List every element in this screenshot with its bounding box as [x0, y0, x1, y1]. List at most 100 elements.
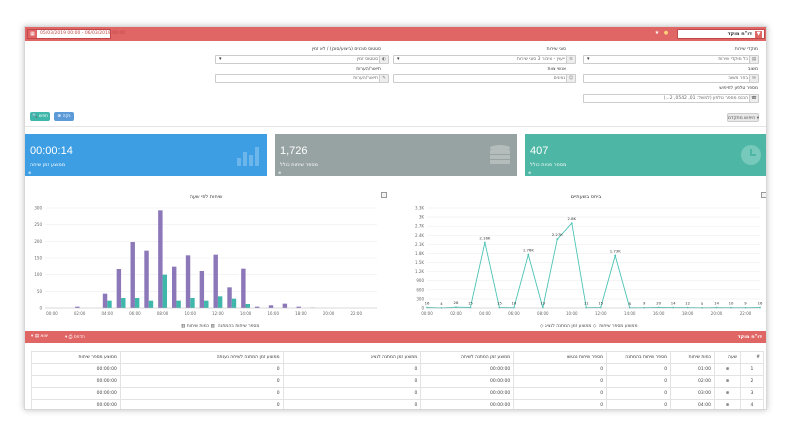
col-header[interactable]: ממוצע זמן המתנה לשיחה: [420, 351, 515, 364]
note-icon: ✎: [379, 75, 388, 82]
data-label: 16: [425, 301, 430, 306]
bar-calls: [213, 254, 218, 308]
date-range-text: 05/03/2019 00:00 - 06/03/2019 00:00: [40, 31, 126, 36]
bar-calls: [296, 306, 301, 308]
cell-calls: 0: [606, 387, 672, 400]
cell-abandon: 00:00:00: [420, 375, 515, 388]
feedback-field[interactable]: ✉ בחר משוב: [583, 74, 759, 83]
col-header[interactable]: מספר שיחות ננטשו: [513, 351, 608, 364]
y-tick-label: 3.3K: [415, 206, 424, 211]
x-tick-label: 00:00: [421, 311, 433, 316]
zoom-icon[interactable]: ⊕: [714, 387, 741, 400]
x-tick-label: 18:00: [295, 311, 307, 316]
data-label: 12: [685, 301, 690, 306]
search-button[interactable]: 🔍 חפש: [30, 112, 50, 121]
bar-waiting: [231, 298, 237, 308]
favorite-icon[interactable]: ●: [663, 30, 669, 36]
service-types-field[interactable]: ≡ ייעוץ - ציבור 3 סוגי שירות ▾: [393, 55, 576, 64]
line-chart-panel: ביחס בשעתיים 0 300 600 900 1.2K 1.5K 1.8K 2.1K 2…: [405, 190, 766, 335]
print-icon[interactable]: [381, 192, 387, 198]
data-label: 8: [628, 301, 631, 306]
bar-calls: [282, 303, 288, 308]
bar-data-label: 172: [141, 253, 145, 260]
col-header[interactable]: ממוצע זמן המתנה לנציג: [282, 351, 422, 364]
data-point: [570, 222, 573, 225]
table-row[interactable]: 00:00:00 0 0 00:00:00 0 0 04:00 ⊕ 4: [31, 399, 765, 409]
chevron-down-icon: ▾: [397, 56, 400, 62]
bar-data-label: 293: [154, 213, 158, 220]
bar-waiting: [176, 300, 181, 308]
phone-search-input[interactable]: ☎ הכנס מספר טלפון (למשל: 01, 0542, 2...): [583, 94, 759, 103]
notes-field[interactable]: ✎ תיאור/הערות: [215, 74, 389, 83]
feedback-label: משוב: [747, 67, 758, 72]
line-legend[interactable]: ◇ ממוצע מספר שיחות ◇ ממוצע זמן המתנה לנצ…: [540, 324, 638, 329]
col-header[interactable]: ממוצע מספר שיחות: [31, 351, 121, 364]
agents-field[interactable]: ☺ נציגים: [393, 74, 576, 83]
bar-waiting: [121, 298, 126, 308]
cell-abandon: 00:00:00: [420, 387, 515, 400]
agent-status-field[interactable]: ◐ סטטוס זמין ▾: [215, 55, 389, 64]
cell-calls: 0: [606, 375, 672, 388]
hourly-table: ממוצע מספר שיחות ממוצע זמן המתנה לשיחה נ…: [31, 351, 765, 409]
col-header[interactable]: ממוצע זמן המתנה לשיחה נענתה: [119, 351, 284, 364]
data-label: 4: [440, 301, 443, 306]
bar-data-label: 118: [237, 271, 241, 278]
table-row[interactable]: 00:00:00 0 0 00:00:00 0 0 02:00 ⊕ 2: [31, 375, 765, 388]
report-select[interactable]: דו"ח מוקד ▼: [677, 29, 765, 39]
clear-button[interactable]: ⊗ נקה: [54, 112, 74, 121]
data-label: 9: [643, 301, 646, 306]
total-inquiries-tile: 407 מספר פניות כולל ⊕: [525, 134, 766, 176]
bar-chart-title: שיחות לפי שעה: [189, 194, 223, 200]
export-excel-button[interactable]: ▾ ▤ יצוא: [31, 334, 49, 339]
table-row[interactable]: 00:00:00 0 0 00:00:00 0 0 01:00 ⊕ 1: [31, 363, 765, 376]
x-tick-label: 18:00: [682, 311, 694, 316]
cell-avgw: 0: [282, 375, 422, 388]
y-tick-label: 2.7K: [415, 224, 424, 229]
col-header[interactable]: מספר שיחות בהמתנה: [606, 351, 672, 364]
top-bar: ▦ 05/03/2019 00:00 - 06/03/2019 00:00 ★ …: [25, 27, 766, 41]
tile-value: 00:00:14: [30, 145, 73, 157]
zoom-icon[interactable]: ⊕: [714, 375, 741, 388]
tile-value: 1,726: [280, 145, 308, 157]
bar-calls: [130, 242, 135, 308]
zoom-icon[interactable]: ⊕: [714, 399, 741, 409]
tile-caption: ממוצע זמן שיחה: [30, 162, 66, 168]
zoom-icon[interactable]: ⊕: [714, 363, 741, 376]
star-icon[interactable]: ★: [654, 30, 660, 36]
print-button[interactable]: ▾ ⎙ הדפס: [65, 335, 85, 340]
notes-label: תיאור/הערות: [356, 67, 381, 72]
bar-waiting: [245, 304, 251, 308]
clock-icon: [741, 145, 761, 165]
cell-calls: 0: [606, 363, 672, 376]
table-row[interactable]: 00:00:00 0 0 00:00:00 0 0 03:00 ⊕ 3: [31, 387, 765, 400]
cell-avga: 0: [119, 387, 284, 400]
y-tick-label: 150: [34, 256, 42, 261]
print-icon[interactable]: [761, 192, 766, 198]
cell-index: 1: [739, 363, 765, 376]
tile-caption: מספר פניות כולל: [530, 162, 567, 168]
col-header[interactable]: כמות שיחות: [670, 351, 716, 364]
table-title: דו"ח מוקד: [737, 334, 762, 340]
data-point: [614, 254, 617, 257]
y-tick-label: 1.2K: [415, 269, 424, 274]
calendar-icon[interactable]: ▦: [28, 30, 37, 38]
bar-calls: [102, 293, 108, 308]
advanced-search-button[interactable]: חיפוש מתקדם ▾: [727, 113, 759, 122]
date-range-picker[interactable]: ▦ 05/03/2019 00:00 - 06/03/2019 00:00: [27, 29, 125, 39]
service-centers-field[interactable]: ▤ כל מוקדי שירות ▾: [583, 55, 759, 64]
data-point: [455, 306, 457, 309]
col-header[interactable]: שעה: [714, 351, 741, 364]
building-icon: ▤: [749, 56, 758, 63]
bar-waiting: [204, 300, 209, 308]
y-tick-label: 1.8K: [415, 251, 424, 256]
bar-calls: [185, 255, 191, 308]
bar-calls: [144, 250, 149, 308]
y-tick-label: 1.5K: [415, 260, 424, 265]
bar-legend[interactable]: ▥ מספר שיחות בהמתנה ▥ כמות שיחות: [181, 324, 260, 329]
cell-avgc: 00:00:00: [31, 399, 121, 409]
bar-waiting: [217, 296, 223, 308]
x-tick-label: 10:00: [566, 311, 578, 316]
comment-icon: ✉: [749, 75, 758, 82]
tile-caption: מספר שיחות כולל: [280, 162, 319, 168]
x-tick-label: 12:00: [595, 311, 607, 316]
